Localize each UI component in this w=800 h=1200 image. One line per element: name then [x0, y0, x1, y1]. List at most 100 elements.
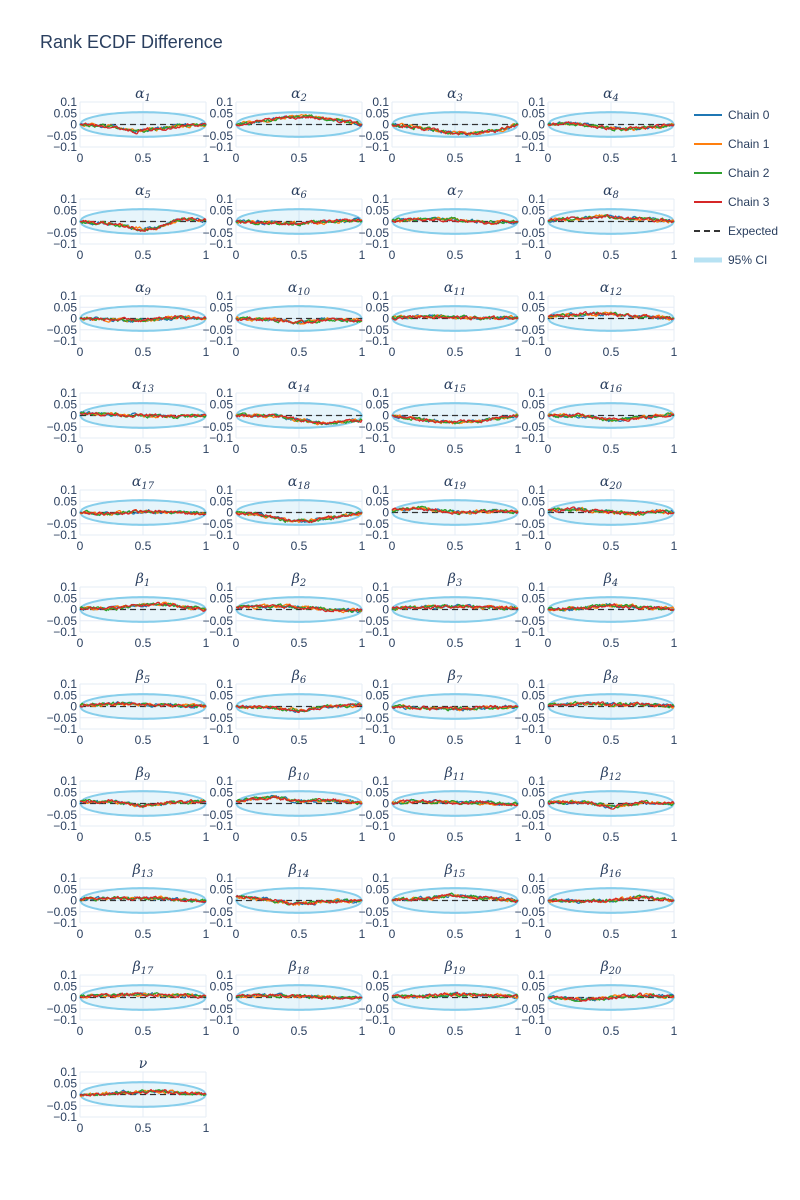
y-tick-label: 0.05 — [522, 785, 546, 799]
y-tick-label: −0.05 — [359, 129, 390, 143]
chain-3-line — [79, 1088, 207, 1097]
chain-3-line — [79, 895, 207, 903]
panel-title: α11 — [444, 280, 466, 298]
x-tick-label: 1 — [359, 345, 366, 359]
y-tick-label: −0.1 — [53, 722, 77, 736]
y-tick-label: 0 — [226, 700, 233, 714]
panel-title: β4 — [603, 571, 618, 589]
y-tick-label: 0.1 — [216, 677, 233, 691]
panel-title: β17 — [132, 959, 154, 977]
x-tick-label: 0 — [233, 927, 240, 941]
x-tick-label: 0 — [77, 1024, 84, 1038]
x-tick-label: 0.5 — [135, 1024, 152, 1038]
y-tick-label: 0 — [538, 118, 545, 132]
x-tick-label: 1 — [359, 733, 366, 747]
panel-title: α2 — [291, 86, 307, 104]
y-tick-label: 0.05 — [522, 882, 546, 896]
y-tick-label: 0.1 — [372, 968, 389, 982]
y-tick-label: −0.1 — [209, 528, 233, 542]
y-tick-label: −0.05 — [203, 614, 234, 628]
panel-title: β3 — [447, 571, 462, 589]
panel-title: α3 — [447, 86, 463, 104]
y-tick-label: −0.05 — [203, 323, 234, 337]
y-tick-label: 0.1 — [372, 289, 389, 303]
y-tick-label: −0.05 — [203, 905, 234, 919]
legend-item[interactable]: Expected — [694, 224, 778, 238]
y-tick-label: 0.05 — [522, 203, 546, 217]
x-tick-label: 0.5 — [135, 927, 152, 941]
y-tick-label: 0.1 — [60, 580, 77, 594]
y-tick-label: −0.05 — [47, 420, 78, 434]
panel-title: β5 — [135, 668, 150, 686]
x-tick-label: 0.5 — [135, 733, 152, 747]
x-tick-label: 0.5 — [135, 830, 152, 844]
y-tick-label: −0.1 — [365, 140, 389, 154]
x-tick-label: 0 — [545, 345, 552, 359]
legend-item[interactable]: 95% CI — [694, 253, 767, 267]
y-tick-label: 0 — [70, 1088, 77, 1102]
y-tick-label: −0.1 — [521, 819, 545, 833]
x-tick-label: 1 — [203, 539, 210, 553]
y-tick-label: −0.05 — [203, 1002, 234, 1016]
x-tick-label: 0 — [545, 733, 552, 747]
x-tick-label: 0.5 — [291, 830, 308, 844]
x-tick-label: 0.5 — [603, 1024, 620, 1038]
panel-alpha-7: 0.10.050−0.05−0.10 0.5 1α7 — [359, 183, 522, 262]
legend-item[interactable]: Chain 1 — [694, 137, 770, 151]
y-tick-label: −0.1 — [53, 140, 77, 154]
y-tick-label: −0.1 — [209, 334, 233, 348]
panel-title: α13 — [132, 377, 154, 395]
x-tick-label: 1 — [203, 830, 210, 844]
panel-title: α15 — [444, 377, 466, 395]
chain-3-line — [235, 604, 363, 613]
y-tick-label: 0.05 — [210, 785, 234, 799]
y-tick-label: 0.1 — [216, 95, 233, 109]
panel-title: α16 — [600, 377, 623, 395]
panel-title: α12 — [600, 280, 622, 298]
y-tick-label: −0.05 — [515, 420, 546, 434]
y-tick-label: 0.1 — [372, 483, 389, 497]
x-tick-label: 1 — [515, 345, 522, 359]
y-tick-label: 0.05 — [54, 494, 78, 508]
y-tick-label: 0.05 — [54, 882, 78, 896]
x-tick-label: 1 — [203, 1024, 210, 1038]
y-tick-label: 0 — [382, 991, 389, 1005]
x-tick-label: 1 — [203, 733, 210, 747]
chain-3-line — [235, 511, 363, 524]
x-tick-label: 0.5 — [447, 345, 464, 359]
y-tick-label: −0.05 — [47, 905, 78, 919]
y-tick-label: 0.1 — [216, 192, 233, 206]
y-tick-label: −0.1 — [53, 819, 77, 833]
chain-3-line — [235, 993, 363, 1001]
panel-beta-5: 0.10.050−0.05−0.10 0.5 1β5 — [47, 668, 210, 747]
y-tick-label: −0.1 — [53, 1110, 77, 1124]
y-tick-label: 0.1 — [528, 386, 545, 400]
panel-beta-9: 0.10.050−0.05−0.10 0.5 1β9 — [47, 765, 210, 844]
y-tick-label: −0.1 — [521, 140, 545, 154]
panel-beta-6: 0.10.050−0.05−0.10 0.5 1β6 — [203, 668, 366, 747]
legend-item[interactable]: Chain 3 — [694, 195, 770, 209]
y-tick-label: 0.05 — [54, 688, 78, 702]
y-tick-label: −0.05 — [515, 711, 546, 725]
panel-nu: 0.10.050−0.05−0.10 0.5 1ν — [47, 1056, 210, 1135]
panel-title: α4 — [603, 86, 619, 104]
x-tick-label: 0.5 — [447, 927, 464, 941]
x-tick-label: 1 — [671, 733, 678, 747]
y-tick-label: 0 — [226, 215, 233, 229]
chain-3-line — [235, 413, 363, 425]
x-tick-label: 0.5 — [447, 151, 464, 165]
legend-item[interactable]: Chain 0 — [694, 108, 770, 122]
chain-3-line — [391, 314, 519, 321]
y-tick-label: 0.05 — [210, 300, 234, 314]
panel-alpha-3: 0.10.050−0.05−0.10 0.5 1α3 — [359, 86, 522, 165]
y-tick-label: −0.1 — [53, 528, 77, 542]
chain-3-line — [547, 701, 675, 708]
legend-item[interactable]: Chain 2 — [694, 166, 770, 180]
y-tick-label: 0.05 — [54, 979, 78, 993]
y-tick-label: −0.1 — [53, 1013, 77, 1027]
